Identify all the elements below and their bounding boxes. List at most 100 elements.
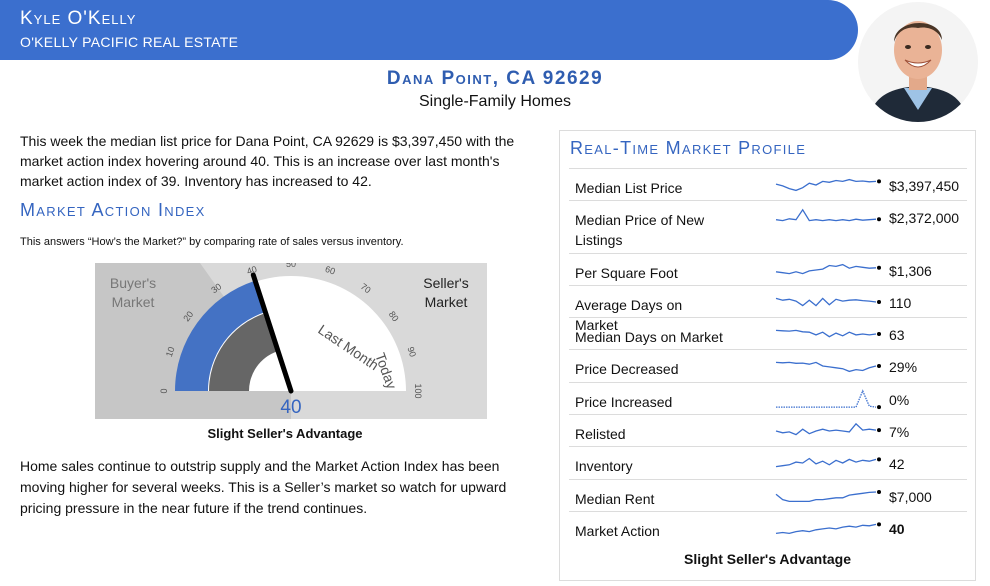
intro-paragraph: This week the median list price for Dana… [20,133,515,189]
profile-row-sparkline [775,329,881,338]
agent-avatar [858,2,978,122]
sparkline-path [775,297,877,307]
gauge-tick-label: 10 [164,345,177,358]
last-month-arc [209,313,277,391]
profile-row-label: Per Square Foot [575,265,678,281]
agent-header-bar: Kyle O'Kelly O'KELLY PACIFIC REAL ESTATE [0,0,858,60]
profile-row-value: 110 [889,295,912,311]
today-arc [175,280,266,391]
gauge-tick-label: 30 [209,281,223,295]
buyers-market-label-line1: Buyer's [110,275,156,291]
profile-row-label: Average Days on Market [575,297,683,333]
profile-row-label: Price Increased [575,394,673,410]
sparkline-path [775,422,877,436]
profile-row-sparkline [775,263,881,275]
market-action-index-heading: Market Action Index [20,200,206,220]
profile-row-value: 40 [889,521,905,537]
profile-row: Median Price of New Listings $2,372,000 [569,200,967,253]
profile-row-label: Median Price of New Listings [575,212,705,248]
profile-row-label: Market Action [575,523,660,539]
gauge-tick-label: 70 [359,281,373,295]
sparkline-end-dot [877,332,881,336]
profile-row-value: $1,306 [889,263,932,279]
gauge-tick-label: 90 [405,345,418,358]
profile-row: Market Action 40 [569,511,967,543]
sellers-market-label-line1: Seller's [423,275,468,291]
profile-row: Per Square Foot $1,306 [569,253,967,285]
profile-row-label: Median Rent [575,491,655,507]
location-title: Dana Point, CA 92629 [386,68,604,89]
outro-paragraph: Home sales continue to outstrip supply a… [20,458,507,516]
profile-row: Price Decreased 29% [569,349,967,382]
gauge-tick-label: 80 [387,309,401,323]
sparkline-end-dot [877,300,881,304]
profile-row-sparkline [775,457,881,468]
profile-row: Relisted 7% [569,414,967,446]
profile-row: Inventory 42 [569,446,967,479]
profile-row-sparkline [775,178,881,192]
sparkline-end-dot [877,179,881,184]
profile-row-sparkline [775,208,881,222]
sparkline-path [775,208,877,222]
profile-row-value: $7,000 [889,489,932,505]
profile-row-label: Relisted [575,426,626,442]
profile-row: Average Days on Market 110 [569,285,967,333]
profile-row-label: Inventory [575,458,633,474]
profile-row-label: Price Decreased [575,361,679,377]
profile-row-value: 7% [889,424,910,440]
profile-row-sparkline [775,490,881,503]
profile-row-value: 29% [889,359,918,375]
sparkline-end-dot [877,364,881,368]
profile-row-value: 42 [889,456,905,472]
sparkline-end-dot [877,217,881,222]
profile-row: Price Increased 0% [569,382,967,414]
profile-row-label: Median List Price [575,180,683,196]
buyers-market-label-line2: Market [112,294,155,310]
profile-row-sparkline [775,297,881,307]
sparkline-path [775,329,877,338]
profile-row-value: $3,397,450 [889,178,960,194]
sparkline-end-dot [877,405,881,410]
profile-row: Median Days on Market 63 [569,317,967,349]
market-profile-table: Median List Price $3,397,450 Median Price … [569,168,967,543]
gauge-graphic: 0 10 20 30 40 50 60 70 80 90 100 Buyer's Market Se… [95,259,487,419]
gauge-tick-label: 0 [159,388,169,393]
sparkline-path [775,361,877,373]
gauge-value: 40 [280,397,301,418]
gauge-needle [250,272,294,394]
sparkline-end-dot [877,457,881,462]
sparkline-end-dot [877,522,881,527]
sparkline-path [775,457,877,468]
location-subtitle: Single-Family Homes [418,93,572,110]
profile-row-value: 63 [889,327,905,343]
agent-name: Kyle O'Kelly [20,8,137,29]
sparkline-path [775,178,877,192]
profile-row: Median Rent $7,000 [569,479,967,511]
profile-row-value: 0% [889,392,910,408]
sparkline-end-dot [877,428,881,433]
profile-row-sparkline [776,389,881,410]
sparkline-path [775,491,877,503]
market-profile-status: Slight Seller's Advantage [684,551,851,567]
profile-row-label: Median Days on Market [575,329,723,345]
profile-row-sparkline [775,522,881,535]
market-profile-panel: Real-Time Market Profile Median List Pri… [559,130,976,581]
profile-row: Median List Price $3,397,450 [569,168,967,200]
profile-row-sparkline [775,422,881,436]
sparkline-path [775,263,877,275]
gauge-tick-label: 50 [286,263,296,269]
sparkline-path [776,389,877,408]
market-action-explainer: This answers “How’s the Market?” by comp… [20,236,404,248]
sparkline-end-dot [877,265,881,270]
market-action-gauge: 0 10 20 30 40 50 60 70 80 90 100 Buyer's Market Se… [95,259,487,419]
sparkline-end-dot [877,490,881,494]
agent-company: O'KELLY PACIFIC REAL ESTATE [20,34,239,50]
profile-row-sparkline [775,361,881,373]
gauge-tick-label: 20 [181,309,195,323]
market-profile-heading: Real-Time Market Profile [570,138,807,158]
gauge-tick-label: 100 [413,383,423,398]
sellers-market-label-line2: Market [425,294,468,310]
gauge-tick-label: 60 [324,264,337,277]
sparkline-path [775,523,877,535]
profile-row-value: $2,372,000 [889,210,960,226]
